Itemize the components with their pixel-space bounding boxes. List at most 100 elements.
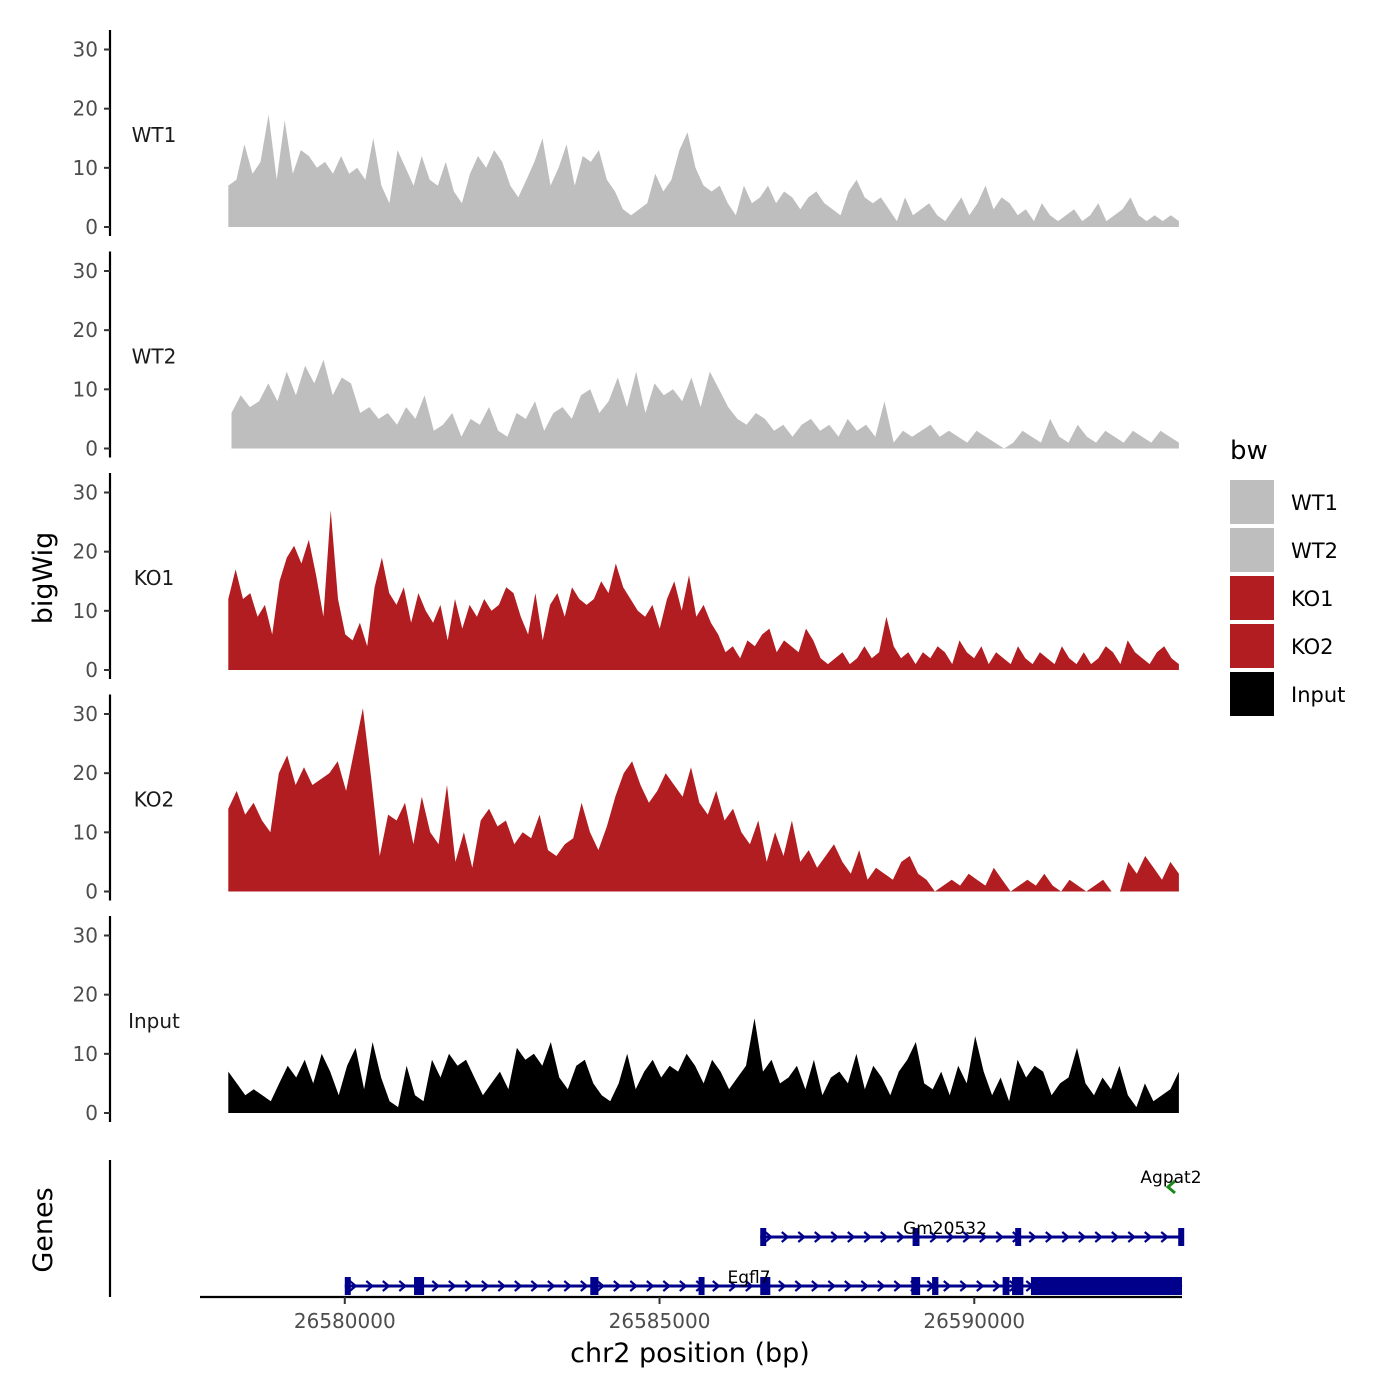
strand-arrow-gm20532: [863, 1231, 872, 1243]
coverage-area-ko2: [228, 708, 1179, 892]
strand-arrow-gm20532: [1144, 1231, 1153, 1243]
legend-title: bw: [1230, 436, 1268, 466]
strand-arrow-egfl7: [844, 1280, 853, 1292]
exon-egfl7-9: [1012, 1277, 1024, 1295]
legend-label-wt1: WT1: [1291, 491, 1338, 515]
strand-arrow-gm20532: [1045, 1231, 1054, 1243]
track-label-ko1: KO1: [134, 566, 175, 590]
strand-arrow-egfl7: [497, 1280, 507, 1292]
y-tick-label-wt2-10: 10: [73, 377, 98, 401]
exon-egfl7-1: [344, 1277, 351, 1295]
strand-arrow-egfl7: [827, 1280, 837, 1292]
y-tick-label-wt2-20: 20: [73, 318, 98, 342]
legend-key-input: [1230, 672, 1274, 716]
gene-label-egfl7: Egfl7: [727, 1268, 770, 1288]
coverage-area-ko1: [228, 510, 1179, 670]
legend-key-wt1: [1230, 480, 1274, 524]
legend-label-wt2: WT2: [1291, 539, 1338, 563]
exon-gm20532-4: [1178, 1228, 1185, 1246]
strand-arrow-gm20532: [929, 1231, 938, 1243]
y-tick-label-wt1-30: 30: [73, 38, 98, 62]
strand-arrow-egfl7: [448, 1280, 457, 1292]
panel-ko2: 0 10 20 30 KO2: [73, 694, 1179, 904]
strand-arrow-egfl7: [431, 1280, 441, 1292]
y-tick-label-ko1-0: 0: [85, 658, 98, 682]
strand-arrow-egfl7: [959, 1280, 969, 1292]
strand-arrow-gm20532: [896, 1231, 905, 1243]
gene-egfl7: Egfl7: [344, 1268, 1183, 1295]
coverage-area-wt1: [228, 114, 1179, 227]
track-label-wt1: WT1: [132, 123, 177, 147]
strand-arrow-egfl7: [679, 1280, 688, 1292]
coverage-area-wt2: [231, 359, 1179, 449]
y-tick-label-wt1-10: 10: [73, 156, 98, 180]
strand-arrow-egfl7: [530, 1280, 540, 1292]
strand-arrow-gm20532: [814, 1231, 823, 1243]
track-label-ko2: KO2: [134, 788, 175, 812]
strand-arrow-egfl7: [613, 1280, 622, 1292]
legend-key-wt2: [1230, 528, 1274, 572]
exon-egfl7-6: [911, 1277, 921, 1295]
exon-egfl7-5: [760, 1277, 771, 1295]
strand-arrow-gm20532: [830, 1231, 839, 1243]
legend: bw WT1 WT2 KO1 KO2 Input: [1230, 436, 1345, 716]
panel-input: 0 10 20 30 Input: [73, 916, 1179, 1125]
legend-label-ko2: KO2: [1291, 635, 1334, 659]
strand-arrow-gm20532: [847, 1231, 856, 1243]
x-tick-label-26580000: 26580000: [294, 1309, 396, 1333]
y-tick-label-wt1-0: 0: [85, 215, 98, 239]
gene-label-agpat2: Agpat2: [1140, 1168, 1201, 1188]
panel-ko1: 0 10 20 30 KO1: [73, 473, 1179, 682]
strand-arrow-gm20532: [1160, 1231, 1169, 1243]
strand-arrow-egfl7: [481, 1280, 490, 1292]
strand-arrow-egfl7: [992, 1280, 1002, 1292]
strand-arrow-gm20532: [1094, 1231, 1103, 1243]
strand-arrow-egfl7: [728, 1280, 738, 1292]
legend-label-input: Input: [1291, 683, 1345, 707]
y-tick-label-input-10: 10: [73, 1042, 98, 1066]
y-tick-label-ko1-10: 10: [73, 599, 98, 623]
y-tick-label-wt2-0: 0: [85, 437, 98, 461]
track-label-wt2: WT2: [132, 345, 177, 369]
strand-arrow-egfl7: [712, 1280, 721, 1292]
exon-egfl7-4: [698, 1277, 705, 1295]
gene-panel: 26580000 26585000 26590000 Agpat2 Gm20532 Egf…: [108, 1160, 1202, 1333]
panel-wt1: 0 10 20 30 WT1: [73, 30, 1179, 239]
x-axis-title: chr2 position (bp): [570, 1338, 810, 1369]
strand-arrow-egfl7: [646, 1280, 655, 1292]
strand-arrow-gm20532: [946, 1231, 955, 1243]
genes-y-axis-title: Genes: [28, 1187, 59, 1272]
y-tick-label-input-20: 20: [73, 983, 98, 1007]
y-tick-label-input-0: 0: [85, 1101, 98, 1125]
strand-arrow-egfl7: [514, 1280, 523, 1292]
strand-arrow-egfl7: [877, 1280, 886, 1292]
strand-arrow-gm20532: [1111, 1231, 1120, 1243]
strand-arrow-egfl7: [563, 1280, 573, 1292]
coverage-panels: 0 10 20 30 WT1 0 10 20 30 WT2 0 10 20 30 KO1 0 10 20 30 KO2…: [73, 30, 1179, 1125]
legend-key-ko2: [1230, 624, 1274, 668]
legend-key-ko1: [1230, 576, 1274, 620]
strand-arrow-gm20532: [979, 1231, 988, 1243]
exon-egfl7-10: [1030, 1277, 1182, 1295]
strand-arrow-gm20532: [880, 1231, 889, 1243]
strand-arrow-egfl7: [811, 1280, 820, 1292]
y-tick-label-wt1-20: 20: [73, 97, 98, 121]
strand-arrow-egfl7: [464, 1280, 474, 1292]
strand-arrow-gm20532: [1078, 1231, 1087, 1243]
strand-arrow-egfl7: [794, 1280, 804, 1292]
strand-arrow-egfl7: [365, 1280, 375, 1292]
exon-egfl7-8: [1002, 1277, 1010, 1295]
strand-arrow-gm20532: [995, 1231, 1004, 1243]
gene-gm20532: Gm20532: [760, 1219, 1185, 1246]
strand-arrow-gm20532: [781, 1231, 790, 1243]
y-tick-label-wt2-30: 30: [73, 259, 98, 283]
x-tick-label-26585000: 26585000: [609, 1309, 711, 1333]
y-tick-label-input-30: 30: [73, 924, 98, 948]
panel-wt2: 0 10 20 30 WT2: [73, 251, 1179, 461]
strand-arrow-gm20532: [764, 1231, 773, 1243]
strand-arrow-egfl7: [745, 1280, 754, 1292]
strand-arrow-gm20532: [1127, 1231, 1136, 1243]
strand-arrow-egfl7: [398, 1280, 408, 1292]
exon-egfl7-3: [590, 1277, 599, 1295]
